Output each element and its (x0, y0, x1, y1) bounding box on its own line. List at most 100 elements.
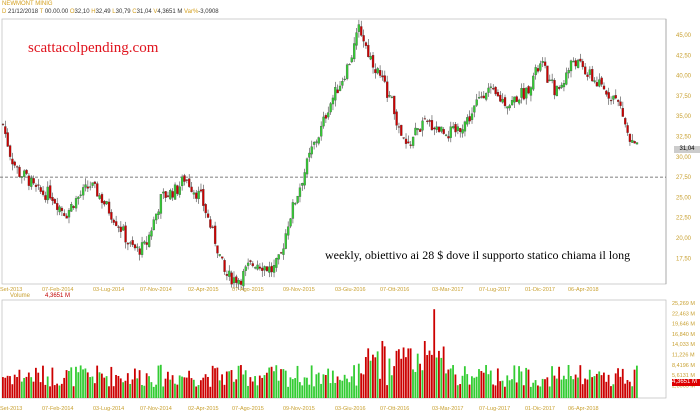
candle-body (520, 88, 523, 98)
candle-body (23, 170, 26, 177)
volume-bar (11, 384, 14, 398)
price-tick-label: 22,50 (676, 216, 692, 222)
volume-bar (405, 357, 407, 398)
volume-bar (353, 365, 355, 398)
volume-bar (9, 376, 11, 398)
volume-bar (148, 376, 150, 398)
volume-bar (39, 382, 42, 398)
candle-body (284, 233, 287, 249)
candle-body (213, 225, 217, 244)
volume-bar (157, 365, 160, 398)
candle-body (393, 95, 396, 115)
candle-body (60, 207, 64, 212)
price-tick-label: 45,00 (676, 33, 692, 39)
volume-bar (23, 377, 26, 398)
candle-body (206, 213, 210, 218)
volume-bar (395, 350, 398, 398)
candle-body (364, 42, 368, 46)
volume-bar (539, 386, 542, 398)
volume-bar (93, 383, 96, 398)
candle-body (81, 187, 85, 196)
volume-tick-label: 5,6131 M (672, 373, 695, 379)
volume-bar (181, 376, 183, 398)
candle-body (621, 108, 625, 117)
candle-body (145, 242, 148, 245)
volume-bar (574, 374, 577, 398)
date-tick-label: 07-Ago-2015 (232, 287, 264, 293)
candle-body (454, 124, 457, 133)
candle-body (298, 187, 302, 197)
candle-body (433, 127, 436, 130)
candle-body (435, 126, 438, 130)
chart-title: NEWMONT MINIG (2, 1, 53, 7)
candle-body (357, 24, 361, 32)
candle-body (440, 126, 443, 132)
candle-body (178, 186, 181, 195)
candle-body (308, 152, 311, 158)
candle-body (421, 120, 424, 131)
candle-body (419, 129, 422, 132)
volume-bar (343, 374, 346, 398)
candle-body (129, 242, 132, 244)
candle-body (254, 267, 257, 269)
candle-body (98, 195, 101, 199)
volume-bar (463, 366, 466, 398)
date-tick-label: 07-Feb-2014 (42, 287, 74, 293)
candle-body (331, 97, 335, 105)
volume-bar (289, 377, 292, 398)
volume-bar (216, 367, 219, 398)
volume-bar (487, 374, 490, 398)
candle-body (591, 69, 594, 82)
candle-body (93, 181, 97, 184)
volume-bar (591, 377, 594, 398)
volume-bar (46, 376, 49, 398)
volume-bar (155, 384, 157, 398)
candle-body (539, 63, 542, 71)
volume-bar (346, 378, 348, 398)
candle-body (452, 126, 455, 129)
date-tick-label: 03-Giu-2016 (335, 406, 366, 412)
volume-bar (390, 375, 393, 398)
candle-body (275, 258, 278, 268)
volume-bar (383, 346, 386, 398)
volume-bar (409, 348, 412, 398)
volume-bar (426, 355, 429, 398)
high-label: H (91, 9, 96, 15)
volume-bar (166, 371, 169, 398)
candle-body (30, 177, 33, 187)
volume-tick-label: 8,4196 M (672, 363, 695, 369)
volume-bar (202, 377, 205, 398)
candle-body (140, 242, 144, 255)
candle-body (86, 186, 89, 189)
candle-body (256, 264, 259, 270)
volume-tick-label: 2,8065 M (672, 383, 695, 389)
candle-body (147, 234, 151, 247)
volume-bar (534, 380, 537, 398)
volume-bar (445, 373, 447, 398)
volume-bar (414, 371, 417, 398)
volume-label: V (153, 9, 158, 15)
candle-body (279, 252, 283, 254)
candle-body (430, 120, 434, 131)
candle-body (423, 118, 427, 120)
candle-body (15, 166, 19, 168)
candle-body (8, 145, 12, 157)
candle-body (482, 95, 485, 99)
volume-bar (258, 375, 261, 398)
volume-bar (562, 375, 565, 398)
volume-bar (518, 366, 520, 398)
candle-body (1, 123, 5, 125)
candle-body (487, 87, 490, 93)
candle-body (18, 166, 21, 177)
candle-body (607, 92, 610, 99)
volume-bar (145, 373, 148, 398)
candle-body (251, 263, 254, 267)
candle-body (317, 137, 320, 144)
candle-body (218, 254, 221, 256)
volume-tick-label: 19,646 M (672, 322, 695, 328)
volume-bar (461, 375, 464, 398)
candle-body (506, 106, 509, 109)
volume-bar (619, 376, 622, 398)
price-tick-label: 40,00 (676, 74, 692, 80)
